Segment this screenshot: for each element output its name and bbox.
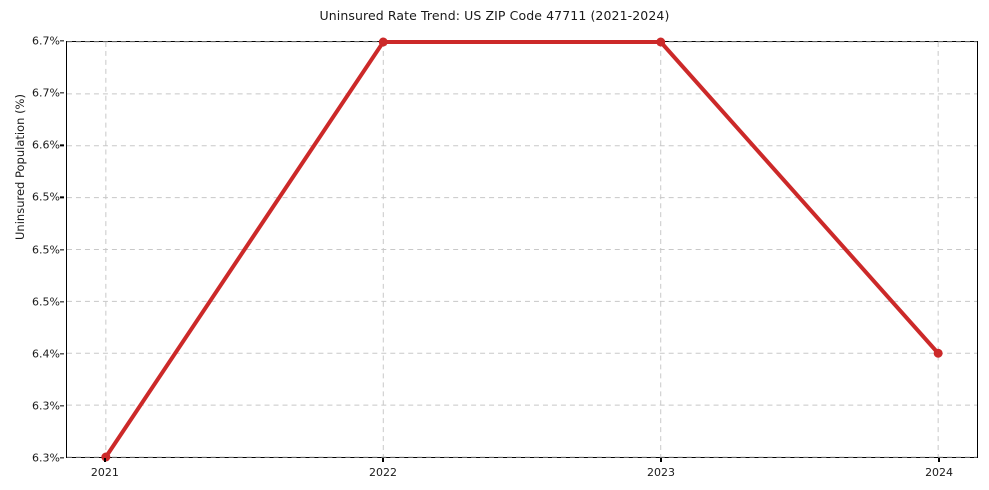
y-tick-mark [60,457,64,459]
y-tick-label: 6.5% [32,295,60,309]
y-tick-label: 6.7% [32,34,60,48]
y-tick-mark [60,405,64,407]
plot-area [66,37,978,462]
y-tick-label: 6.5% [32,243,60,256]
data-point-marker [101,452,111,462]
y-tick-mark [60,353,64,355]
y-axis-tick-labels: 6.3% 6.3% 6.4% 6.5% 6.5% 6.5% 6.6% 6.7% 6.7% [0,35,64,465]
x-tick-mark [382,458,384,462]
y-tick-label: 6.7% [32,86,60,100]
x-tick-label: 2023 [647,466,676,479]
y-tick-label: 6.3% [32,399,60,413]
y-tick-label: 6.6% [32,138,60,152]
x-tick-mark [938,458,940,462]
y-tick-mark [60,300,64,303]
x-tick-mark [660,458,662,462]
data-point-marker [378,37,388,47]
y-tick-label: 6.4% [32,347,60,361]
y-tick-label: 6.5% [32,190,60,204]
chart-title: Uninsured Rate Trend: US ZIP Code 47711 … [319,8,670,23]
x-tick-mark [104,458,106,462]
data-point-marker [933,348,943,358]
data-series-line [101,37,943,462]
y-tick-mark [60,40,64,42]
y-tick-mark [60,92,64,94]
data-point-marker [656,37,666,47]
x-tick-label: 2024 [925,466,954,479]
x-axis-tick-labels: 2021 2022 2023 2024 [66,458,978,488]
x-tick-label: 2022 [368,466,397,479]
x-tick-label: 2021 [90,466,119,479]
y-tick-label: 6.3% [32,451,60,465]
series-line [103,40,941,459]
y-tick-mark [60,144,64,146]
grid-lines [67,41,977,458]
y-tick-mark [60,248,64,251]
y-tick-mark [60,196,64,199]
